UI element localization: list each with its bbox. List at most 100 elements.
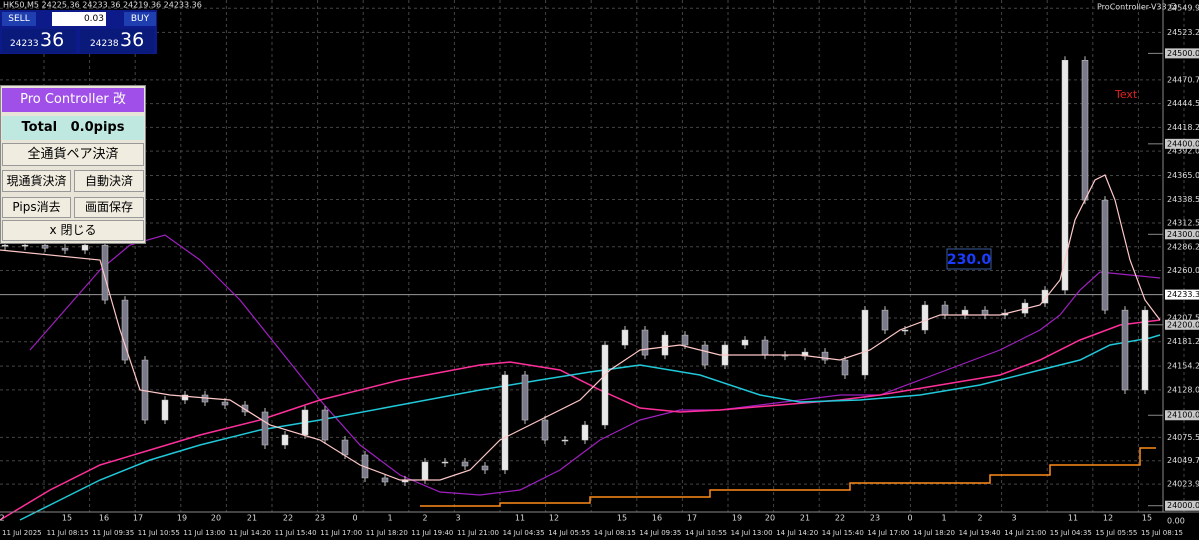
hour-label: 2 [422,514,427,523]
candle [761,339,769,356]
close-current-button[interactable]: 現通貨決済 [2,170,71,192]
y-tick-label: 24392.00 [1167,147,1199,156]
y-tick-label: 24049.75 [1167,456,1199,465]
candle [21,244,29,247]
candle [901,329,909,332]
lot-input[interactable]: 0.03 [52,12,106,26]
hour-label: 15 [1142,514,1152,523]
trade-panel: SELL 0.03 BUY 24233 36 24238 36 [0,10,157,54]
candle [61,247,69,251]
date-label: 11 Jul 2025 [2,529,42,537]
y-tick-label: 24338.50 [1167,195,1199,204]
y-tick-label: 24312.50 [1167,219,1199,228]
ma-line [0,319,1161,521]
auto-close-button[interactable]: 自動決済 [74,170,144,192]
controller-title: Pro Controller 改 [2,88,144,112]
y-tick-label: 24260.00 [1167,266,1199,275]
candle [161,399,169,421]
candle [121,299,129,361]
date-label: 14 Jul 08:15 [594,529,636,537]
candle [861,309,869,376]
level-box [1165,500,1199,511]
candle [221,401,229,406]
hour-label: 11 [515,514,525,523]
close-panel-button[interactable]: x 閉じる [2,220,144,241]
date-label: 14 Jul 09:35 [639,529,681,537]
clear-pips-button[interactable]: Pips消去 [2,197,71,218]
candle [821,351,829,361]
date-label: 15 Jul 04:35 [1050,529,1092,537]
date-label: 11 Jul 17:00 [320,529,362,537]
y-tick-label: 24470.75 [1167,75,1199,84]
date-label: 11 Jul 18:20 [366,529,408,537]
hour-label: 2 [977,514,982,523]
candle [1081,60,1089,201]
y-tick-label: 24075.50 [1167,433,1199,442]
hour-label: 15 [62,514,72,523]
buy-button[interactable]: BUY [124,12,156,26]
hour-label: 17 [133,514,143,523]
date-label: 15 Jul 08:15 [1141,529,1183,537]
buy-price[interactable]: 24238 36 [80,29,154,53]
candle [1061,60,1069,291]
hour-label: 19 [732,514,742,523]
y-tick-label: 24181.25 [1167,337,1199,346]
candle [481,465,489,471]
candle [461,461,469,467]
hour-label: 21 [247,514,257,523]
hour-label: 16 [99,514,109,523]
candle [561,439,569,442]
hour-label: 12 [549,514,559,523]
candle [281,434,289,446]
candle [701,344,709,366]
controller-panel: Pro Controller 改 Total 0.0pips 全通貨ペア決済 現… [0,85,146,244]
y-tick-label: 24128.00 [1167,385,1199,394]
date-label: 14 Jul 15:40 [822,529,864,537]
level-label: 24300.00 [1167,230,1199,239]
hour-label: 17 [687,514,697,523]
hour-label: 0 [352,514,357,523]
date-label: 14 Jul 21:00 [1004,529,1046,537]
save-screen-button[interactable]: 画面保存 [74,197,144,218]
hour-label: 0 [907,514,912,523]
sell-price[interactable]: 24233 36 [2,29,76,53]
y-tick-label: 24365.00 [1167,171,1199,180]
sell-button[interactable]: SELL [2,12,36,26]
candle [301,409,309,436]
hour-label: 22 [835,514,845,523]
candle [641,329,649,356]
indicator-name: ProController-V33 ☺ [1097,3,1177,12]
hour-label: 22 [283,514,293,523]
date-label: 11 Jul 08:15 [47,529,89,537]
date-label: 15 Jul 05:55 [1095,529,1137,537]
candle [441,461,449,464]
controller-total: Total 0.0pips [2,116,144,140]
box-label: 230.0 [947,252,992,268]
candle [921,304,929,331]
candle [661,334,669,356]
hour-label: 23 [870,514,880,523]
sell-price-big: 36 [40,29,65,51]
level-box [1165,138,1199,149]
candle [341,439,349,456]
date-label: 11 Jul 15:40 [275,529,317,537]
ma-line [19,334,1161,521]
candle [81,244,89,251]
candle [521,374,529,421]
candle [881,309,889,331]
close-all-button[interactable]: 全通貨ペア決済 [2,143,144,166]
y-tick-label: 24523.25 [1167,28,1199,37]
candle [101,244,109,301]
y-tick-label: 24154.25 [1167,362,1199,371]
candle [601,344,609,426]
date-label: 11 Jul 21:00 [457,529,499,537]
date-label: 14 Jul 13:00 [731,529,773,537]
level-box [1165,410,1199,421]
candle [681,334,689,346]
candle [241,404,249,413]
date-label: 11 Jul 09:35 [92,529,134,537]
candle [1041,289,1049,304]
y-tick-label: 24549.90 [1167,4,1199,13]
date-label: 11 Jul 14:20 [229,529,271,537]
date-label: 14 Jul 19:40 [959,529,1001,537]
